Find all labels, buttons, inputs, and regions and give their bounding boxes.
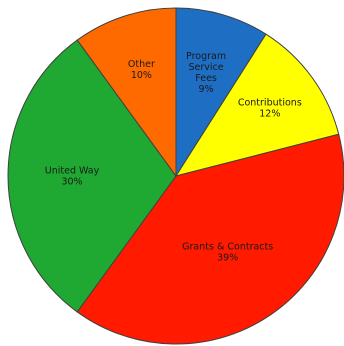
pie-slices <box>7 7 344 345</box>
pie-slice-name: Fees <box>195 73 217 84</box>
pie-slice-name: Service <box>189 62 224 73</box>
pie-slice-label-2: Grants & Contracts 39% <box>182 242 273 264</box>
pie-slice-name: Other <box>128 59 155 70</box>
pie-slice-3 <box>7 39 177 313</box>
pie-slice-percent: 10% <box>131 70 152 81</box>
pie-slice-label-1: Contributions 12% <box>238 97 302 119</box>
pie-slice-name: Contributions <box>238 97 302 108</box>
pie-slice-label-4: Other 10% <box>128 59 155 81</box>
pie-slice-percent: 12% <box>259 108 280 119</box>
pie-slice-name: Grants & Contracts <box>182 242 273 253</box>
pie-slice-name: Program <box>186 51 226 62</box>
pie-slice-percent: 39% <box>217 253 238 264</box>
pie-slice-2 <box>76 133 344 345</box>
pie-slice-label-3: United Way 30% <box>45 166 100 188</box>
pie-slice-0 <box>175 7 267 178</box>
pie-slice-4 <box>76 7 177 178</box>
pie-labels: Program Service Fees 9% Contributions 12% Gran… <box>45 51 302 264</box>
pie-slice-percent: 30% <box>61 177 82 188</box>
pie-slice-1 <box>174 33 340 177</box>
pie-slice-percent: 9% <box>199 84 214 95</box>
pie-slice-name: United Way <box>45 166 100 177</box>
pie-slice-label-0: Program Service Fees 9% <box>186 51 226 95</box>
